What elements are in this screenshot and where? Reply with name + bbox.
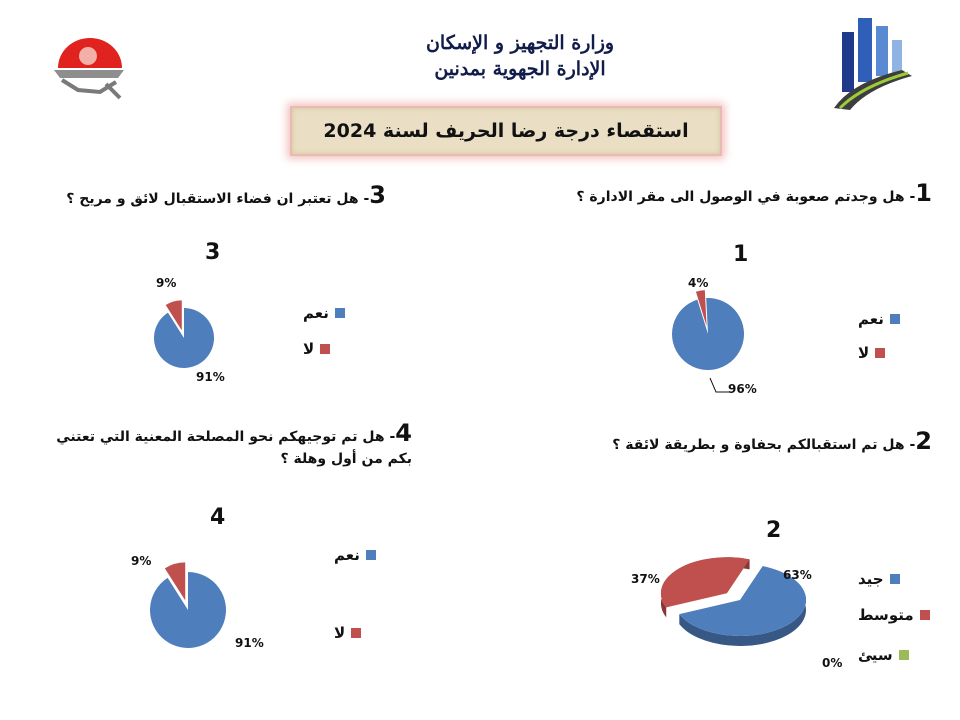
chart-1-legend-no: لا [858,344,886,362]
chart-2-title: 2 [766,518,782,543]
chart-4-title: 4 [210,505,226,530]
ministry-logo-left [54,38,124,100]
pie-2-slice-0-top [679,566,806,636]
chart-3-title: 3 [205,240,221,265]
pie-4-slice-1 [164,562,186,601]
question-2: 2- هل تم استقبالكم بحفاوة و بطريقة لائقة… [560,427,932,456]
pie-4-slice-0 [150,572,226,648]
legend-text: سيئ [858,646,893,664]
pie-1-slice-0-top [672,298,744,370]
question-3-number: 3 [369,181,386,209]
chart-4-label-yes: 91% [235,636,264,650]
legend-text: متوسط [858,606,914,624]
legend-swatch [889,314,900,324]
question-1-number: 1 [915,179,932,207]
pie-1-slice-1 [695,290,707,327]
question-4-text: - هل تم توجيهكم نحو المصلحة المعنية التي… [56,429,412,467]
legend-text: نعم [303,304,329,322]
chart-1-legend-yes: نعم [858,310,900,328]
chart-2-label-bad: 0% [822,656,843,670]
pie-1-slice-1-top [695,290,707,327]
chart-3-label-yes: 91% [196,370,225,384]
chart-1-label-yes: 96% [728,382,757,396]
question-4-number: 4 [395,419,412,447]
chart-4-legend-no: لا [334,624,362,642]
legend-text: لا [334,624,346,642]
legend-text: لا [303,340,315,358]
survey-title-box: استقصاء درجة رضا الحريف لسنة 2024 [290,106,722,156]
pie-chart-3 [154,300,214,368]
pie-2-slice-1-top [660,557,750,608]
legend-swatch [365,550,376,560]
regional-direction: الإدارة الجهوية بمدنين [434,58,606,80]
legend-swatch [898,650,909,660]
chart-2-legend-bad: سيئ [858,646,909,664]
pie-2-slice-1 [660,557,750,618]
chart-3-legend-no: لا [303,340,331,358]
pie-3-slice-0-top [154,308,214,368]
question-2-number: 2 [915,427,932,455]
ministry-logo-right [834,18,912,110]
chart-4-label-no: 9% [131,554,152,568]
question-2-text: - هل تم استقبالكم بحفاوة و بطريقة لائقة … [612,437,916,453]
pie-3-slice-1 [165,300,182,331]
chart-2-label-average: 37% [631,572,660,586]
legend-swatch [320,344,331,354]
legend-swatch [889,574,900,584]
chart-2-label-good: 63% [783,568,812,582]
chart-1-title: 1 [733,242,749,267]
pie-chart-1 [672,290,744,370]
legend-text: لا [858,344,870,362]
chart-2-legend-average: متوسط [858,606,930,624]
pie-2-slice-0 [679,566,806,646]
legend-text: نعم [334,546,360,564]
legend-swatch [334,308,345,318]
question-1: 1- هل وجدتم صعوبة في الوصول الى مقر الاد… [540,179,932,208]
pie-3-slice-1-top [165,300,182,331]
question-3: 3- هل تعتبر ان فضاء الاستقبال لائق و مري… [40,181,386,210]
survey-title: استقصاء درجة رضا الحريف لسنة 2024 [323,120,689,142]
pie-4-slice-0-top [150,572,226,648]
legend-swatch [875,348,886,358]
pie-4-slice-1-top [164,562,186,601]
question-3-text: - هل تعتبر ان فضاء الاستقبال لائق و مريح… [66,191,370,207]
legend-swatch [351,628,362,638]
ministry-name: وزارة التجهيز و الإسكان [425,32,615,54]
question-1-text: - هل وجدتم صعوبة في الوصول الى مقر الادا… [576,189,916,205]
pie-chart-4 [150,562,226,648]
pie-1-slice-0 [672,298,744,370]
legend-text: جيد [858,570,884,588]
pie-chart-2 [660,557,806,646]
pie-3-slice-0 [154,308,214,368]
legend-swatch [919,610,930,620]
legend-text: نعم [858,310,884,328]
chart-2-legend-good: جيد [858,570,900,588]
question-4: 4- هل تم توجيهكم نحو المصلحة المعنية الت… [40,419,412,470]
chart-3-legend-yes: نعم [303,304,345,322]
chart-1-label-no: 4% [688,276,709,290]
chart-1-leader-line [709,377,730,393]
chart-4-legend-yes: نعم [334,546,376,564]
chart-3-label-no: 9% [156,276,177,290]
